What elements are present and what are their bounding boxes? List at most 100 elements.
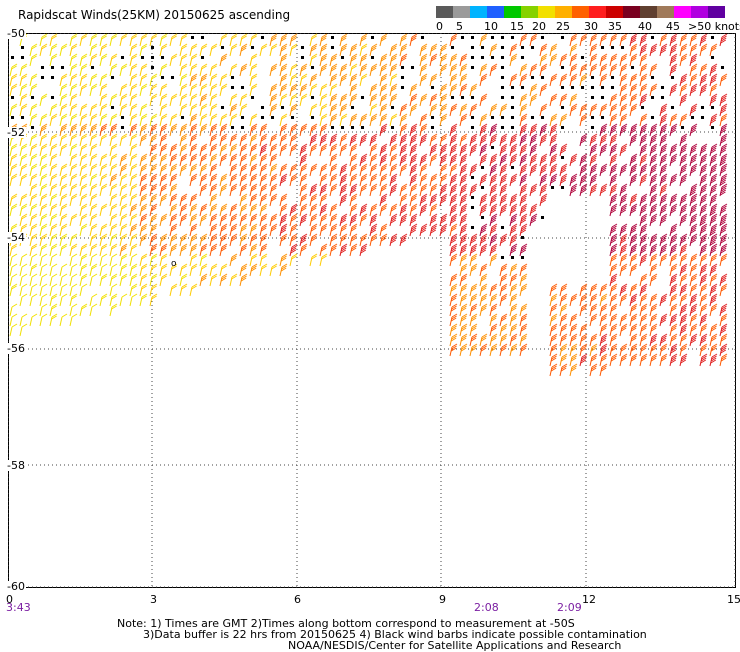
contamination-marker: [651, 96, 654, 99]
wind-barb: [310, 164, 317, 176]
wind-barb: [230, 64, 237, 76]
wind-barb: [220, 274, 227, 286]
wind-barb: [520, 34, 527, 46]
contamination-marker: [661, 86, 664, 89]
wind-barb: [620, 264, 627, 276]
wind-barb: [590, 64, 597, 76]
wind-barb: [630, 134, 637, 146]
wind-barb: [650, 44, 657, 56]
contamination-marker: [261, 106, 264, 109]
contamination-marker: [471, 66, 474, 69]
wind-barb: [550, 364, 557, 376]
wind-barb: [590, 104, 597, 116]
contamination-marker: [491, 36, 494, 39]
wind-barb: [600, 144, 607, 156]
colorbar-swatch: [538, 6, 555, 18]
contamination-marker: [481, 56, 484, 59]
contamination-marker: [471, 96, 474, 99]
lat-label-56: -56: [6, 343, 26, 354]
wind-barb: [360, 214, 367, 226]
wind-barb: [230, 234, 237, 246]
contamination-marker: [491, 56, 494, 59]
contamination-marker: [501, 226, 504, 229]
wind-barb: [220, 84, 227, 96]
wind-barb: [630, 264, 637, 276]
contamination-marker: [171, 76, 174, 79]
wind-barb: [360, 74, 367, 86]
wind-barb: [340, 114, 347, 126]
wind-barb: [220, 184, 227, 196]
wind-barb: [480, 34, 487, 46]
contamination-marker: [721, 66, 724, 69]
wind-barb: [360, 134, 367, 146]
wind-barb: [240, 244, 247, 256]
wind-barb: [470, 164, 477, 176]
contamination-marker: [511, 86, 514, 89]
contamination-marker: [391, 126, 394, 129]
wind-barb: [670, 154, 677, 166]
wind-barb: [560, 114, 567, 126]
contamination-marker: [231, 86, 234, 89]
wind-barb: [140, 234, 147, 246]
colorbar-label: 45: [666, 20, 680, 33]
wind-barb: [360, 184, 367, 196]
wind-barb: [40, 44, 47, 56]
contamination-marker: [11, 116, 14, 119]
wind-barb: [300, 124, 307, 136]
wind-barb: [90, 84, 97, 96]
contamination-marker: [501, 36, 504, 39]
wind-barb: [290, 144, 297, 156]
wind-barb: [70, 314, 77, 326]
wind-barb: [390, 94, 397, 106]
wind-barb: [340, 144, 347, 156]
wind-barb: [630, 354, 637, 366]
wind-barb: [200, 184, 207, 196]
contamination-marker: [521, 56, 524, 59]
wind-barb: [330, 114, 337, 126]
colorbar-swatch: [436, 6, 453, 18]
wind-barb: [710, 354, 717, 366]
wind-barb: [580, 74, 587, 86]
contamination-marker: [301, 56, 304, 59]
wind-barb: [10, 324, 17, 336]
contamination-marker: [511, 36, 514, 39]
wind-barb: [560, 364, 567, 376]
wind-barb: [490, 344, 497, 356]
wind-barb: [370, 234, 377, 246]
colorbar-label: 0: [436, 20, 443, 33]
contamination-marker: [701, 106, 704, 109]
wind-barb: [240, 64, 247, 76]
contamination-marker: [431, 126, 434, 129]
wind-barb: [310, 144, 317, 156]
wind-barb: [570, 154, 577, 166]
contamination-marker: [501, 66, 504, 69]
wind-barb: [160, 214, 167, 226]
contamination-marker: [231, 126, 234, 129]
wind-barb: [520, 284, 527, 296]
wind-barb: [60, 144, 67, 156]
wind-barb: [280, 234, 287, 246]
time-label-start: 3:43: [6, 601, 31, 614]
contamination-marker: [601, 116, 604, 119]
wind-barb: [390, 234, 397, 246]
wind-barb: [180, 284, 187, 296]
wind-barb: [290, 44, 297, 56]
wind-barb: [540, 194, 547, 206]
map-plot-area[interactable]: o: [8, 33, 736, 588]
colorbar-label: 35: [608, 20, 622, 33]
wind-barb: [380, 34, 387, 46]
wind-barb: [120, 104, 127, 116]
wind-barb: [140, 44, 147, 56]
wind-barb: [270, 224, 277, 236]
wind-barb: [460, 344, 467, 356]
wind-barb: [590, 314, 597, 326]
contamination-marker: [151, 56, 154, 59]
contamination-marker: [471, 196, 474, 199]
colorbar-swatch: [606, 6, 623, 18]
wind-barb: [50, 314, 57, 326]
contamination-marker: [531, 46, 534, 49]
contamination-marker: [111, 106, 114, 109]
wind-barb: [420, 224, 427, 236]
contamination-marker: [611, 46, 614, 49]
